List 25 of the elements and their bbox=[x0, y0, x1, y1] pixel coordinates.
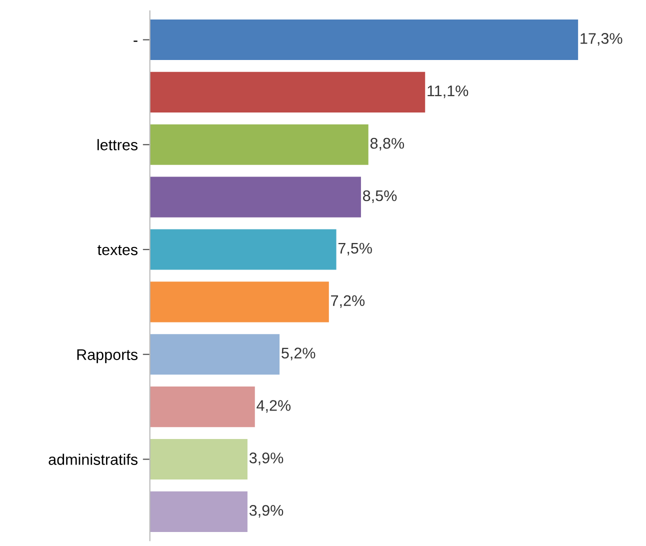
data-label: 4,2% bbox=[256, 400, 291, 413]
bar bbox=[150, 491, 248, 532]
data-label: 7,5% bbox=[338, 242, 372, 256]
bar bbox=[150, 438, 248, 480]
bar bbox=[150, 176, 361, 218]
data-label: 8,8% bbox=[370, 138, 404, 151]
bar bbox=[150, 19, 578, 60]
y-tick-label: administratifs bbox=[48, 454, 138, 465]
bar bbox=[150, 229, 336, 270]
bar bbox=[150, 386, 255, 428]
bar bbox=[150, 124, 368, 165]
data-label: 11,1% bbox=[428, 86, 468, 98]
y-tick-label: Rapports bbox=[77, 349, 138, 364]
data-label: 3,9% bbox=[249, 504, 284, 518]
data-label: 7,2% bbox=[331, 295, 365, 308]
bar bbox=[150, 334, 280, 375]
y-tick-label: textes bbox=[98, 245, 138, 256]
data-label: 3,9% bbox=[249, 452, 284, 466]
data-label: 17,3% bbox=[580, 33, 622, 46]
y-tick-label: - bbox=[134, 40, 138, 42]
bar bbox=[150, 282, 329, 322]
data-label: 8,5% bbox=[363, 190, 397, 203]
bar bbox=[150, 72, 426, 112]
y-tick-label: lettres bbox=[97, 139, 138, 150]
data-label: 5,2% bbox=[282, 348, 316, 360]
